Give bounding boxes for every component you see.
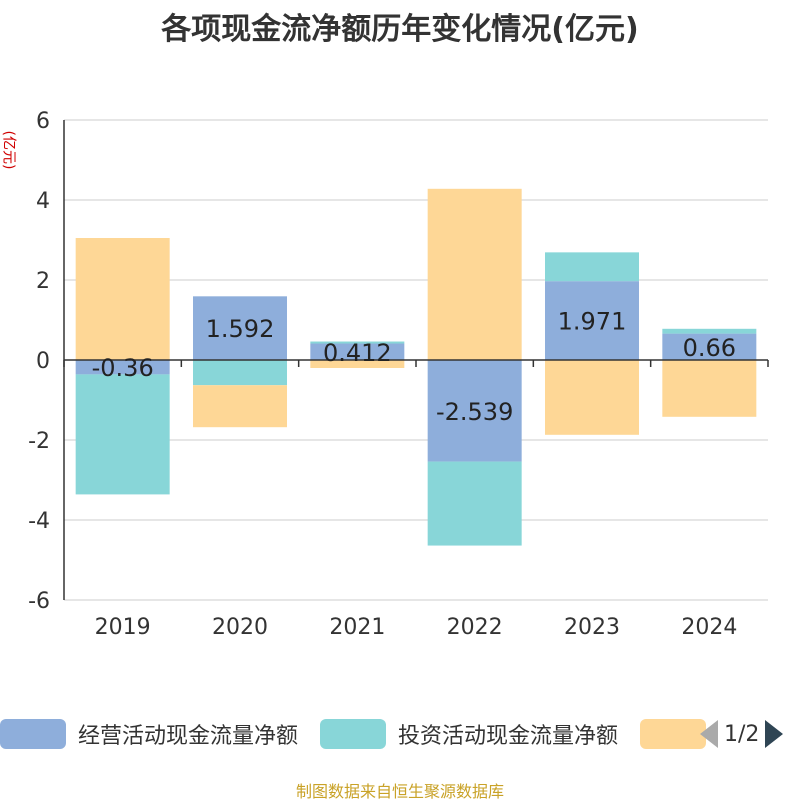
bar-series-2-2024 — [662, 360, 757, 417]
chevron-left-icon[interactable] — [700, 720, 718, 748]
data-label: -0.36 — [92, 354, 154, 382]
bar-series-2-2021 — [310, 360, 405, 368]
x-tick-label: 2024 — [681, 615, 737, 640]
legend-swatch-financing — [640, 719, 706, 749]
bar-series-1-2024 — [662, 328, 757, 334]
legend-swatch-operating — [0, 719, 66, 749]
data-label: 0.412 — [323, 339, 392, 367]
y-tick-label: 6 — [36, 109, 50, 134]
x-tick-label: 2022 — [447, 615, 503, 640]
data-label: 0.66 — [683, 334, 736, 362]
bar-series-2-2019 — [75, 238, 170, 360]
legend-page-indicator: 1/2 — [724, 721, 760, 747]
x-tick-label: 2020 — [212, 615, 268, 640]
bar-series-0-2022 — [427, 360, 522, 462]
bar-series-2-2023 — [545, 360, 639, 435]
bar-series-2-2022 — [427, 188, 522, 360]
x-tick-label: 2023 — [564, 615, 620, 640]
y-tick-label: 2 — [36, 269, 50, 294]
x-tick-label: 2019 — [95, 615, 151, 640]
x-tick-label: 2021 — [329, 615, 385, 640]
bar-series-0-2020 — [193, 296, 287, 360]
bar-series-0-2023 — [545, 281, 639, 360]
data-label: 1.971 — [558, 308, 627, 336]
data-label: -2.539 — [436, 398, 513, 426]
chart-title: 各项现金流净额历年变化情况(亿元) — [161, 12, 639, 47]
bar-series-1-2023 — [545, 252, 639, 282]
bar-series-1-2022 — [427, 461, 522, 546]
y-tick-label: 4 — [36, 189, 50, 214]
data-label: 1.592 — [206, 315, 275, 343]
legend-label-operating: 经营活动现金流量净额 — [78, 724, 299, 749]
y-tick-label: -4 — [28, 509, 50, 534]
bar-chart: 6 4 2 0 -2 -4 -6 2019 2020 2021 2022 2023 2024 -0.36 1… — [28, 109, 769, 640]
bar-series-1-2021 — [310, 341, 405, 344]
bar-series-2-2020 — [193, 385, 287, 428]
chevron-right-icon[interactable] — [765, 720, 784, 748]
legend-swatch-investing — [320, 719, 386, 749]
bar-series-1-2019 — [75, 374, 170, 495]
legend-item-operating[interactable]: 经营活动现金流量净额 — [0, 716, 298, 752]
legend-pager: 1/2 — [700, 716, 784, 752]
bar-series-1-2020 — [193, 360, 287, 386]
y-tick-label: -2 — [28, 429, 50, 454]
bar-series-0-2019 — [75, 360, 170, 375]
legend-item-financing[interactable] — [640, 716, 706, 752]
bar-series-0-2024 — [662, 333, 757, 360]
legend-item-investing[interactable]: 投资活动现金流量净额 — [320, 716, 618, 752]
source-note: 制图数据来自恒生聚源数据库 — [295, 782, 504, 801]
y-tick-label: -6 — [28, 589, 50, 614]
bar-series-0-2021 — [310, 343, 405, 360]
legend: 经营活动现金流量净额 投资活动现金流量净额 — [0, 716, 800, 756]
y-tick-label: 0 — [36, 349, 50, 374]
legend-label-investing: 投资活动现金流量净额 — [398, 724, 619, 749]
